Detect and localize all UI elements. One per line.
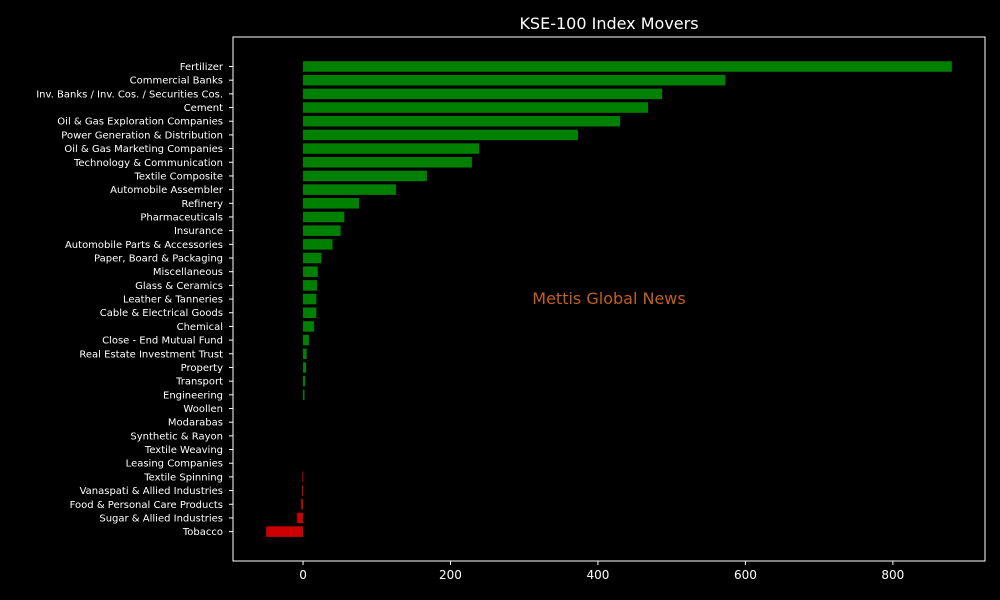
bar-food-personal-care-products [301, 499, 304, 510]
bar-vanaspati-allied-industries [301, 485, 304, 496]
category-label-vanaspati-allied-industries: Vanaspati & Allied Industries [80, 486, 223, 497]
bar-cable-electrical-goods [303, 307, 317, 318]
category-label-paper-board-packaging: Paper, Board & Packaging [94, 254, 223, 265]
bar-real-estate-investment-trust [303, 348, 307, 360]
category-label-fertilizer: Fertilizer [180, 62, 224, 73]
x-tick-label: 200 [439, 568, 462, 582]
bar-refinery [303, 198, 360, 209]
category-label-technology-communication: Technology & Communication [73, 158, 223, 169]
bar-glass-ceramics [303, 280, 318, 291]
bar-power-generation-distribution [303, 129, 579, 141]
category-label-synthetic-rayon: Synthetic & Rayon [130, 431, 223, 442]
x-ticks-group: 0 200 400 600 800 [299, 561, 904, 582]
bar-pharmaceuticals [303, 211, 345, 223]
category-label-insurance: Insurance [174, 226, 223, 237]
bars-group [266, 61, 952, 537]
category-label-leasing-companies: Leasing Companies [126, 459, 223, 470]
category-label-cable-electrical-goods: Cable & Electrical Goods [100, 308, 223, 319]
category-label-close-end-mutual-fund: Close - End Mutual Fund [102, 336, 223, 347]
bar-insurance [303, 225, 341, 236]
category-label-pharmaceuticals: Pharmaceuticals [140, 212, 223, 223]
bar-textile-spinning [302, 471, 304, 483]
category-label-transport: Transport [175, 377, 223, 388]
x-tick-label: 800 [881, 568, 904, 582]
bar-fertilizer [303, 61, 952, 72]
category-label-refinery: Refinery [182, 199, 224, 210]
category-label-textile-weaving: Textile Weaving [144, 445, 223, 456]
category-label-woollen: Woollen [183, 404, 223, 415]
bar-commercial-banks [303, 74, 726, 86]
bar-automobile-assembler [303, 184, 396, 195]
category-labels-group: Fertilizer Commercial Banks Inv. Banks / I… [36, 62, 233, 538]
category-label-cement: Cement [184, 103, 223, 114]
bar-engineering [303, 389, 305, 401]
category-label-engineering: Engineering [163, 390, 223, 401]
bar-paper-board-packaging [303, 252, 322, 264]
bar-close-end-mutual-fund [303, 334, 309, 346]
category-label-power-generation-distribution: Power Generation & Distribution [61, 130, 223, 141]
bar-textile-composite [303, 170, 427, 182]
category-label-oil-gas-exploration-companies: Oil & Gas Exploration Companies [57, 117, 223, 128]
bar-technology-communication [303, 157, 472, 168]
bar-cement [303, 102, 649, 113]
chart-title: KSE-100 Index Movers [519, 14, 698, 33]
bar-automobile-parts-accessories [303, 239, 333, 250]
category-label-commercial-banks: Commercial Banks [130, 76, 223, 87]
category-label-automobile-parts-accessories: Automobile Parts & Accessories [65, 240, 223, 251]
bar-leather-tanneries [303, 293, 317, 305]
x-tick-label: 400 [586, 568, 609, 582]
category-label-automobile-assembler: Automobile Assembler [110, 185, 224, 196]
category-label-textile-composite: Textile Composite [134, 171, 223, 182]
category-label-chemical: Chemical [177, 322, 223, 333]
x-tick-label: 600 [734, 568, 757, 582]
category-label-miscellaneous: Miscellaneous [153, 267, 223, 278]
category-label-real-estate-investment-trust: Real Estate Investment Trust [79, 349, 223, 360]
bar-tobacco [266, 526, 304, 537]
x-tick-label: 0 [299, 568, 307, 582]
category-label-food-personal-care-products: Food & Personal Care Products [70, 500, 223, 511]
bar-oil-gas-marketing-companies [303, 143, 480, 154]
category-label-oil-gas-marketing-companies: Oil & Gas Marketing Companies [64, 144, 223, 155]
bar-oil-gas-exploration-companies [303, 115, 621, 127]
category-label-textile-spinning: Textile Spinning [143, 472, 223, 483]
category-label-leather-tanneries: Leather & Tanneries [123, 295, 223, 306]
bar-chemical [303, 321, 315, 332]
category-label-glass-ceramics: Glass & Ceramics [135, 281, 223, 292]
bar-miscellaneous [303, 266, 318, 277]
category-label-modarabas: Modarabas [168, 418, 223, 429]
watermark-text: Mettis Global News [532, 289, 685, 308]
category-label-property: Property [181, 363, 223, 374]
category-label-inv-banks-inv-cos-securities-cos: Inv. Banks / Inv. Cos. / Securities Cos. [36, 89, 223, 100]
category-label-tobacco: Tobacco [182, 527, 223, 538]
bar-inv-banks-inv-cos-securities-cos [303, 88, 663, 100]
bar-sugar-allied-industries [297, 512, 304, 524]
bar-transport [303, 375, 306, 387]
bar-property [303, 362, 306, 373]
category-label-sugar-allied-industries: Sugar & Allied Industries [99, 513, 223, 524]
